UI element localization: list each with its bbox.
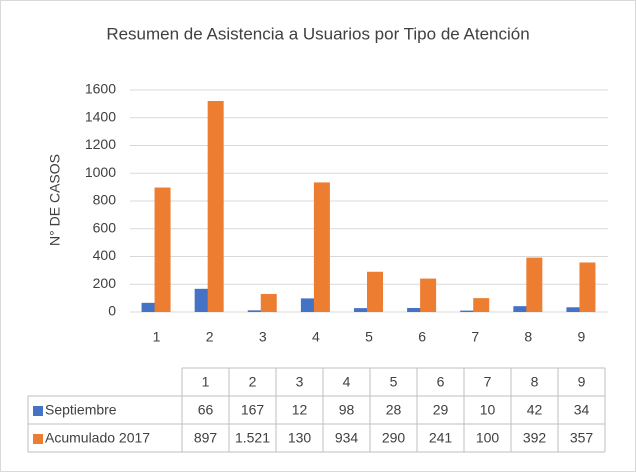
table-header: 3: [296, 374, 304, 390]
table-value: 10: [480, 402, 496, 418]
bar: [141, 302, 156, 312]
table-header: 7: [484, 374, 492, 390]
bar: [407, 307, 422, 312]
table-value: 34: [574, 402, 590, 418]
table-value: 100: [476, 430, 500, 446]
table-header: 9: [578, 374, 586, 390]
bar: [579, 262, 596, 312]
y-tick-label: 800: [93, 192, 117, 208]
x-tick-label: 1: [153, 329, 161, 345]
bar: [300, 298, 315, 312]
y-tick-label: 200: [93, 275, 117, 291]
legend-label: Acumulado 2017: [45, 430, 150, 446]
bar: [460, 310, 475, 312]
table-value: 167: [241, 402, 265, 418]
y-tick-label: 1600: [85, 81, 116, 97]
table-value: 29: [433, 402, 449, 418]
y-tick-label: 1200: [85, 136, 116, 152]
table-value: 241: [429, 430, 453, 446]
table-value: 357: [570, 430, 594, 446]
y-tick-label: 400: [93, 247, 117, 263]
table-value: 66: [198, 402, 214, 418]
bar: [473, 298, 490, 312]
legend-label: Septiembre: [45, 402, 117, 418]
table-header: 8: [531, 374, 539, 390]
x-tick-label: 3: [259, 329, 267, 345]
table-value: 392: [523, 430, 547, 446]
y-tick-label: 0: [108, 303, 116, 319]
bar: [247, 310, 262, 312]
table-header: 5: [390, 374, 398, 390]
bar: [367, 271, 383, 312]
x-tick-label: 6: [418, 329, 426, 345]
table-value: 1.521: [235, 430, 270, 446]
bar: [513, 306, 528, 312]
legend-key: [33, 406, 43, 416]
x-tick-label: 7: [471, 329, 479, 345]
table-value: 130: [288, 430, 312, 446]
table-value: 934: [335, 430, 359, 446]
x-tick-label: 9: [578, 329, 586, 345]
bar: [207, 100, 224, 313]
x-tick-label: 5: [365, 329, 373, 345]
bar: [420, 278, 437, 312]
legend-key: [33, 434, 43, 444]
bar: [526, 257, 543, 312]
bar: [154, 187, 171, 312]
table-value: 28: [386, 402, 402, 418]
table-value: 98: [339, 402, 355, 418]
bar: [354, 308, 368, 312]
chart-title: Resumen de Asistencia a Usuarios por Tip…: [106, 24, 529, 43]
bar: [313, 182, 330, 312]
table-value: 290: [382, 430, 406, 446]
bar: [260, 293, 277, 312]
y-tick-label: 1400: [85, 108, 116, 124]
table-header: 1: [202, 374, 210, 390]
y-tick-label: 600: [93, 219, 117, 235]
bar: [194, 288, 209, 312]
x-tick-label: 8: [524, 329, 532, 345]
table-header: 2: [249, 374, 257, 390]
bar: [566, 307, 581, 312]
y-tick-label: 1000: [85, 164, 116, 180]
y-axis-label: N° DE CASOS: [47, 154, 63, 246]
table-value: 897: [194, 430, 218, 446]
table-header: 4: [343, 374, 351, 390]
table-header: 6: [437, 374, 445, 390]
table-value: 42: [527, 402, 543, 418]
x-tick-label: 4: [312, 329, 320, 345]
x-tick-label: 2: [206, 329, 214, 345]
table-value: 12: [292, 402, 308, 418]
